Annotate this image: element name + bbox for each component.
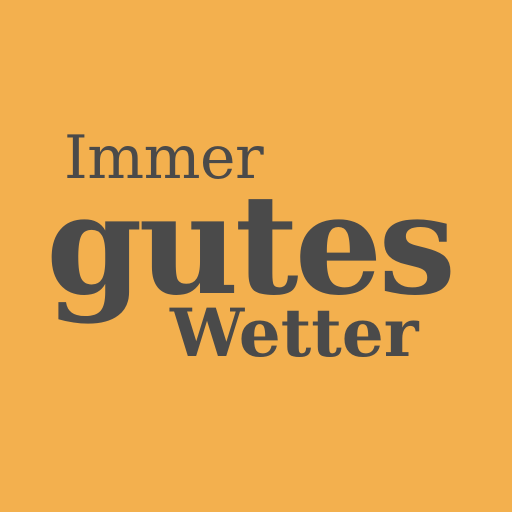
logo-word-wetter: Wetter [170,294,419,372]
logo-word-immer: Immer [64,123,264,193]
logo-word-gutes: gutes [46,163,456,326]
